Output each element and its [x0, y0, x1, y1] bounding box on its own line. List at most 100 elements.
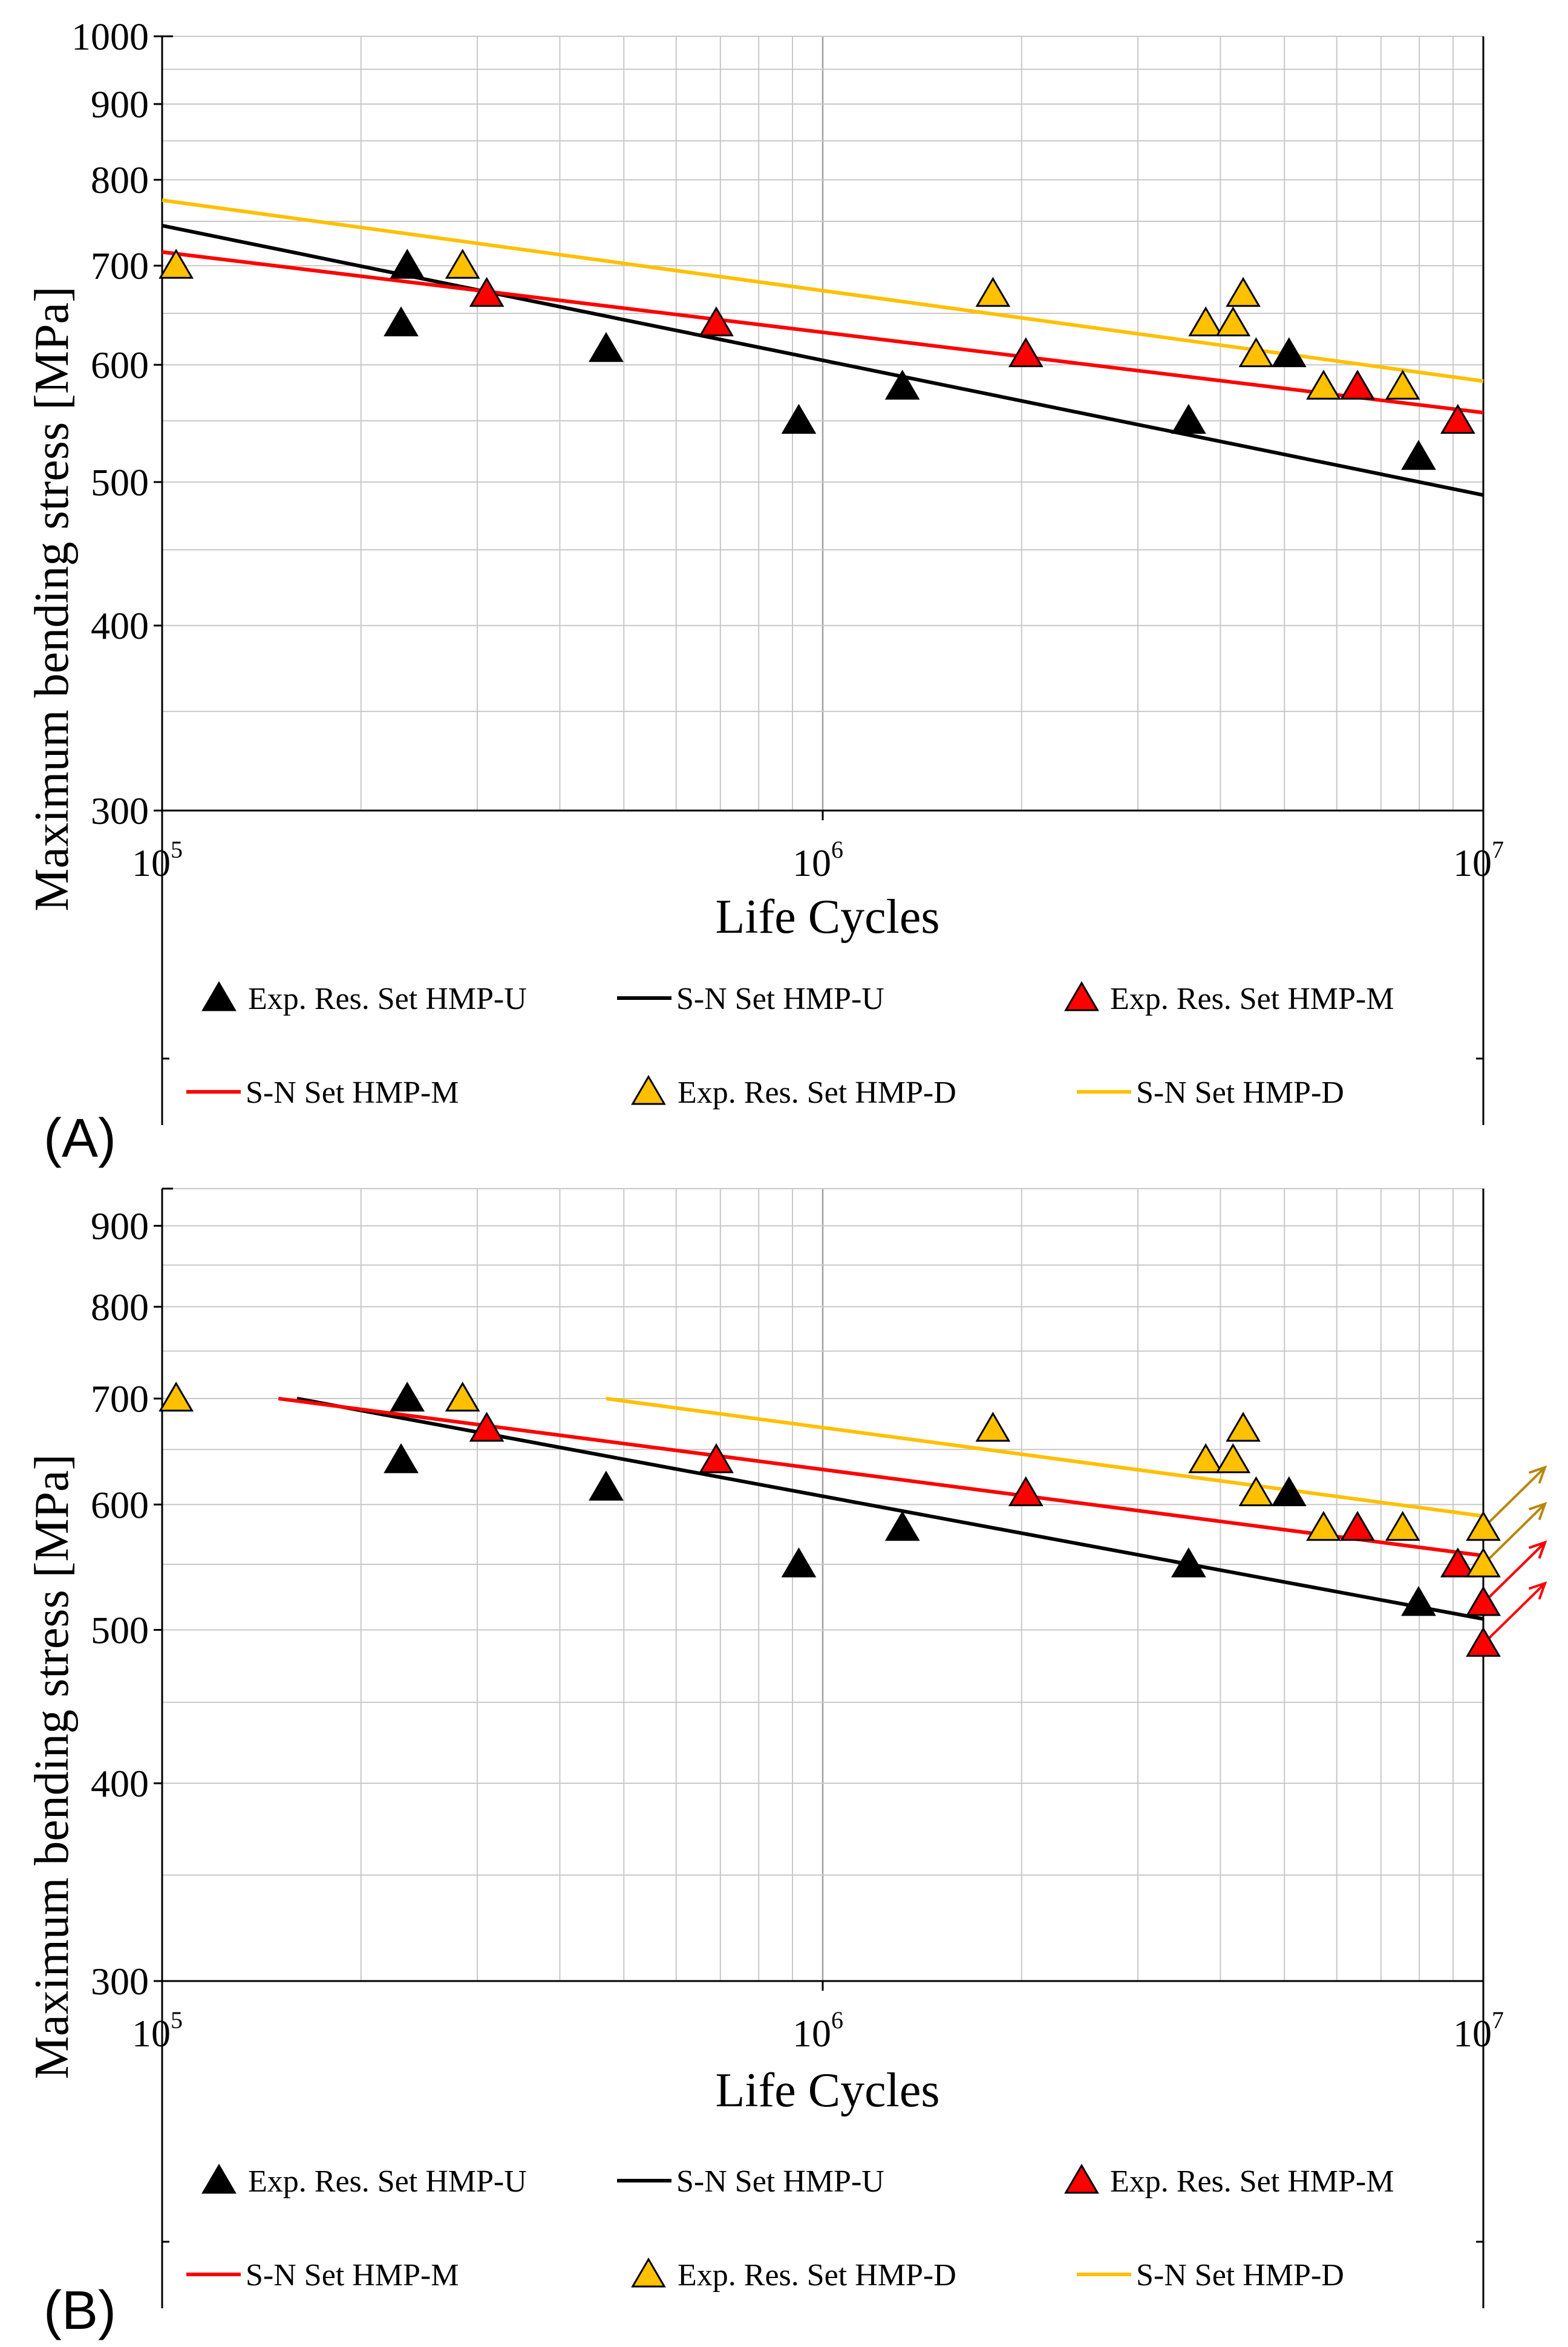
data-point — [1306, 1510, 1341, 1541]
y-tick-label: 300 — [91, 789, 149, 832]
legend: Exp. Res. Set HMP-U S-N Set HMP-U Exp. Res… — [186, 2164, 1394, 2293]
legend-marker — [201, 981, 237, 1011]
legend-marker — [631, 1075, 666, 1105]
data-point — [1271, 337, 1307, 368]
data-point — [1401, 440, 1436, 470]
y-tick-label: 500 — [91, 461, 149, 504]
runout-arrow-shaft — [1482, 1541, 1546, 1604]
grid — [162, 1188, 1483, 1982]
data-point — [384, 306, 419, 336]
panel-a: 300 400 500 600 700 800 900 1000 105 106 107 Life C… — [25, 15, 1504, 1169]
y-axis-title: Maximum bending stress [MPa] — [25, 1454, 79, 2079]
y-tick-label: 1000 — [71, 15, 149, 58]
data-point — [1215, 1443, 1251, 1474]
data-point — [1171, 403, 1206, 434]
x-axis-title: Life Cycles — [716, 2064, 940, 2117]
sn-line — [606, 1397, 1484, 1518]
y-tick-label: 700 — [91, 244, 149, 287]
y-tick-label: 800 — [91, 158, 149, 201]
data-point — [469, 1411, 505, 1442]
grid — [162, 36, 1483, 811]
panel-b: 300 400 500 600 700 800 900 105 106 107 Life Cycle… — [25, 1187, 1547, 2341]
legend-item-s-n-set-hmp-u: S-N Set HMP-U — [617, 2164, 884, 2199]
data-point — [1340, 1510, 1375, 1541]
x-tick-label: 106 — [792, 2006, 843, 2055]
legend-label: S-N Set HMP-M — [246, 1076, 459, 1110]
runout-arrow-shaft — [1482, 1503, 1546, 1565]
legend-label: Exp. Res. Set HMP-M — [1110, 982, 1394, 1016]
data-point — [1188, 306, 1223, 336]
legend-item-exp-res-set-hmp-u: Exp. Res. Set HMP-U — [201, 981, 527, 1016]
series-s-n-set-hmp-u — [296, 1397, 1484, 1621]
data-point — [469, 276, 505, 307]
data-point — [1440, 1547, 1475, 1578]
data-point — [884, 370, 920, 400]
y-tick-label: 500 — [91, 1608, 149, 1651]
series-exp-res-set-hmp-m — [469, 276, 1475, 434]
legend-label: Exp. Res. Set HMP-M — [1110, 2164, 1394, 2199]
x-tick-label: 105 — [132, 2006, 183, 2055]
series-exp-res-set-hmp-u — [384, 1382, 1501, 1616]
data-point — [1271, 1476, 1307, 1506]
legend-label: S-N Set HMP-M — [246, 2258, 459, 2293]
data-point — [384, 1443, 419, 1474]
series-exp-res-set-hmp-d — [158, 249, 1420, 400]
legend-label: S-N Set HMP-D — [1136, 1076, 1344, 1110]
y-tick-label: 700 — [91, 1377, 149, 1420]
series-s-n-set-hmp-u — [162, 224, 1484, 497]
series-exp-res-set-hmp-d — [158, 1382, 1501, 1578]
data-point — [1466, 1547, 1501, 1578]
series-s-n-set-hmp-d — [606, 1397, 1484, 1518]
data-point — [975, 276, 1011, 307]
data-point — [589, 1471, 624, 1501]
runout-arrow-head — [1528, 1465, 1547, 1484]
legend-marker — [631, 2257, 666, 2288]
legend-item-s-n-set-hmp-m: S-N Set HMP-M — [186, 2258, 459, 2293]
panel-label: (A) — [44, 1108, 116, 1169]
legend-item-exp-res-set-hmp-m: Exp. Res. Set HMP-M — [1064, 981, 1394, 1016]
runout-arrow-head — [1528, 1501, 1547, 1521]
data-point — [1440, 403, 1475, 434]
data-point — [1466, 1510, 1501, 1541]
data-point — [445, 249, 480, 279]
legend-item-exp-res-set-hmp-d: Exp. Res. Set HMP-D — [631, 2257, 956, 2293]
y-tick-label: 300 — [91, 1960, 149, 2003]
data-point — [1401, 1585, 1436, 1616]
legend-label: Exp. Res. Set HMP-U — [248, 982, 527, 1016]
y-axis-title: Maximum bending stress [MPa] — [25, 286, 79, 911]
axes: 300 400 500 600 700 800 900 105 106 107 Life Cycle… — [25, 1187, 1504, 2308]
x-axis-title: Life Cycles — [716, 890, 940, 944]
data-point — [1385, 370, 1420, 400]
x-tick-label: 107 — [1453, 2006, 1504, 2055]
x-tick-label: 105 — [132, 836, 183, 884]
legend-marker — [201, 2164, 237, 2194]
y-tick-label: 900 — [91, 83, 149, 126]
sn-line — [162, 224, 1484, 497]
legend-label: S-N Set HMP-D — [1136, 2258, 1344, 2293]
data-point — [1008, 337, 1044, 368]
data-point — [884, 1510, 920, 1541]
data-point — [158, 249, 194, 279]
data-point — [390, 1382, 425, 1412]
data-point — [1466, 1627, 1501, 1657]
legend-item-s-n-set-hmp-d: S-N Set HMP-D — [1077, 1076, 1344, 1110]
data-point — [1188, 1443, 1223, 1474]
data-point — [699, 306, 734, 336]
data-point — [158, 1382, 194, 1412]
data-point — [1008, 1476, 1044, 1506]
series-exp-res-set-hmp-m — [469, 1411, 1501, 1657]
y-tick-label: 800 — [91, 1285, 149, 1328]
y-tick-label: 400 — [91, 1762, 149, 1805]
data-point — [445, 1382, 480, 1412]
legend-label: Exp. Res. Set HMP-D — [678, 2258, 956, 2293]
data-point — [975, 1411, 1011, 1442]
data-point — [1238, 1476, 1274, 1506]
y-tick-label: 600 — [91, 344, 149, 387]
axes: 300 400 500 600 700 800 900 1000 105 106 107 Life C… — [25, 15, 1504, 1125]
series-s-n-set-hmp-m — [278, 1397, 1484, 1558]
legend-label: S-N Set HMP-U — [676, 2164, 884, 2199]
legend: Exp. Res. Set HMP-U S-N Set HMP-U Exp. Res… — [186, 981, 1394, 1110]
legend-item-exp-res-set-hmp-u: Exp. Res. Set HMP-U — [201, 2164, 527, 2199]
data-point — [699, 1443, 734, 1474]
